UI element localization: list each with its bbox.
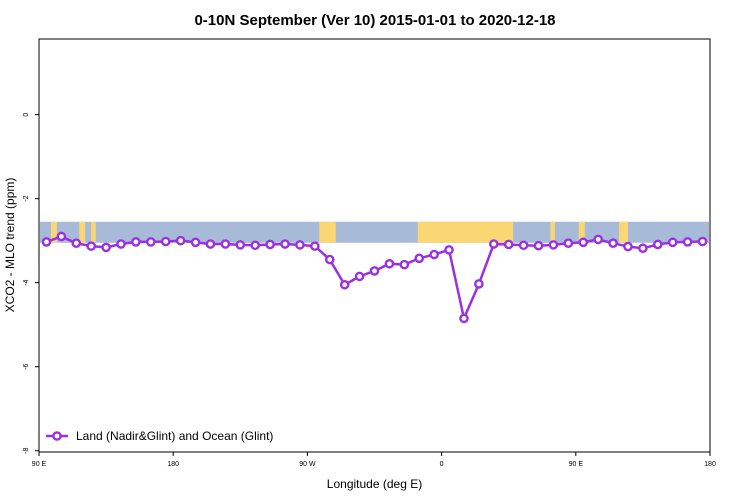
land-area bbox=[91, 221, 96, 243]
data-point bbox=[638, 243, 648, 254]
land-area bbox=[319, 221, 336, 243]
chart-title: 0-10N September (Ver 10) 2015-01-01 to 2… bbox=[194, 12, 555, 29]
data-point bbox=[444, 245, 454, 255]
data-point bbox=[548, 240, 559, 250]
legend-marker bbox=[52, 431, 62, 441]
data-point bbox=[250, 240, 261, 251]
data-point bbox=[682, 237, 693, 247]
y-tick-label: 0 bbox=[23, 113, 30, 117]
data-point bbox=[56, 231, 67, 242]
x-tick-label: 0 bbox=[440, 461, 444, 468]
x-axis-label: Longitude (deg E) bbox=[327, 477, 422, 491]
data-point bbox=[86, 241, 96, 251]
legend: Land (Nadir&Glint) and Ocean (Glint) bbox=[46, 429, 273, 443]
y-tick-label: -4 bbox=[23, 279, 30, 285]
y-tick-label: -6 bbox=[23, 363, 30, 369]
data-point bbox=[488, 239, 499, 249]
data-point bbox=[190, 237, 201, 248]
data-point bbox=[131, 237, 141, 247]
x-tick-label: 90 E bbox=[32, 461, 47, 468]
data-point bbox=[310, 241, 320, 251]
data-point bbox=[563, 238, 574, 248]
data-point bbox=[280, 239, 290, 249]
land-area bbox=[619, 221, 628, 243]
data-point bbox=[414, 253, 425, 264]
land-area bbox=[417, 221, 514, 243]
data-point bbox=[608, 238, 618, 248]
data-point bbox=[399, 259, 410, 270]
data-point bbox=[175, 235, 186, 246]
data-point bbox=[324, 254, 335, 265]
data-point bbox=[474, 279, 484, 289]
data-point bbox=[697, 236, 708, 247]
x-tick-label: 90 W bbox=[299, 461, 316, 468]
data-point bbox=[265, 239, 275, 250]
data-point bbox=[533, 240, 544, 251]
data-point bbox=[339, 279, 350, 290]
y-tick-label: -2 bbox=[23, 195, 30, 201]
data-point bbox=[220, 239, 231, 249]
legend-entry-label: Land (Nadir&Glint) and Ocean (Glint) bbox=[76, 429, 273, 443]
data-point bbox=[384, 258, 395, 269]
data-point bbox=[518, 240, 529, 251]
data-point bbox=[146, 237, 156, 247]
data-point bbox=[101, 242, 111, 253]
data-point bbox=[667, 237, 678, 248]
plot-frame bbox=[38, 38, 711, 453]
data-point bbox=[653, 239, 663, 250]
land-area bbox=[550, 221, 555, 243]
data-point bbox=[295, 240, 305, 250]
x-tick-label: 180 bbox=[167, 461, 179, 468]
map-band bbox=[40, 221, 709, 243]
data-point bbox=[354, 271, 365, 282]
data-point bbox=[503, 239, 514, 250]
land-area bbox=[578, 221, 585, 243]
data-point bbox=[369, 266, 380, 276]
series-line bbox=[46, 235, 703, 320]
land-area bbox=[50, 221, 57, 243]
data-point bbox=[623, 241, 633, 252]
data-point bbox=[593, 234, 603, 245]
data-point bbox=[578, 237, 589, 248]
y-axis-label: XCO2 - MLO trend (ppm) bbox=[3, 178, 17, 313]
data-point bbox=[205, 239, 216, 249]
series-group bbox=[41, 231, 708, 324]
y-tick-label: -8 bbox=[23, 448, 30, 454]
data-point bbox=[71, 238, 82, 248]
data-point bbox=[459, 313, 469, 324]
data-point bbox=[41, 237, 52, 247]
land-area bbox=[79, 221, 86, 243]
x-tick-label: 90 E bbox=[569, 461, 584, 468]
y-axis: 0 -2 -4 -6 -8 bbox=[23, 113, 39, 454]
data-point bbox=[116, 239, 126, 249]
x-axis: 90 E 180 90 W 0 90 E 180 bbox=[32, 452, 716, 468]
x-tick-label: 180 bbox=[704, 461, 716, 468]
ocean-band bbox=[40, 221, 709, 243]
data-point bbox=[235, 240, 246, 250]
data-point bbox=[429, 249, 439, 260]
data-point bbox=[160, 236, 171, 247]
